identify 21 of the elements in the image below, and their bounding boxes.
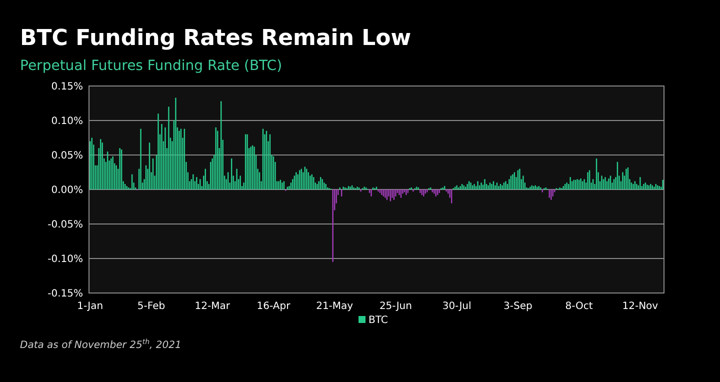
legend-label: BTC bbox=[368, 315, 388, 326]
x-tick-label: 1-Jan bbox=[77, 301, 104, 312]
y-tick-label: -0.15% bbox=[48, 288, 83, 300]
x-tick-label: 5-Feb bbox=[137, 301, 166, 312]
text: Data as of November 25$^{th}$, 2021 bbox=[20, 338, 182, 351]
y-tick-label: 0.05% bbox=[51, 150, 83, 162]
x-tick-label: 12-Nov bbox=[622, 301, 658, 312]
x-tick-label: 16-Apr bbox=[256, 301, 292, 312]
x-tick-label: 8-Oct bbox=[565, 301, 593, 312]
x-tick-label: 21-May bbox=[316, 301, 354, 312]
chart-title: BTC Funding Rates Remain Low bbox=[20, 26, 412, 51]
y-tick-label: -0.05% bbox=[48, 220, 83, 230]
y-tick-label: -0.10% bbox=[48, 254, 83, 265]
x-tick-label: 25-Jun bbox=[379, 301, 412, 312]
chart-subtitle: Perpetual Futures Funding Rate (BTC) bbox=[20, 58, 282, 74]
x-tick-label: 3-Sep bbox=[504, 301, 532, 312]
x-tick-label: 30-Jul bbox=[442, 301, 472, 312]
y-tick-label: 0.00% bbox=[51, 185, 83, 196]
x-tick-label: 12-Mar bbox=[194, 301, 231, 312]
y-tick-label: 0.10% bbox=[51, 116, 83, 127]
y-tick-label: 0.15% bbox=[51, 82, 83, 92]
